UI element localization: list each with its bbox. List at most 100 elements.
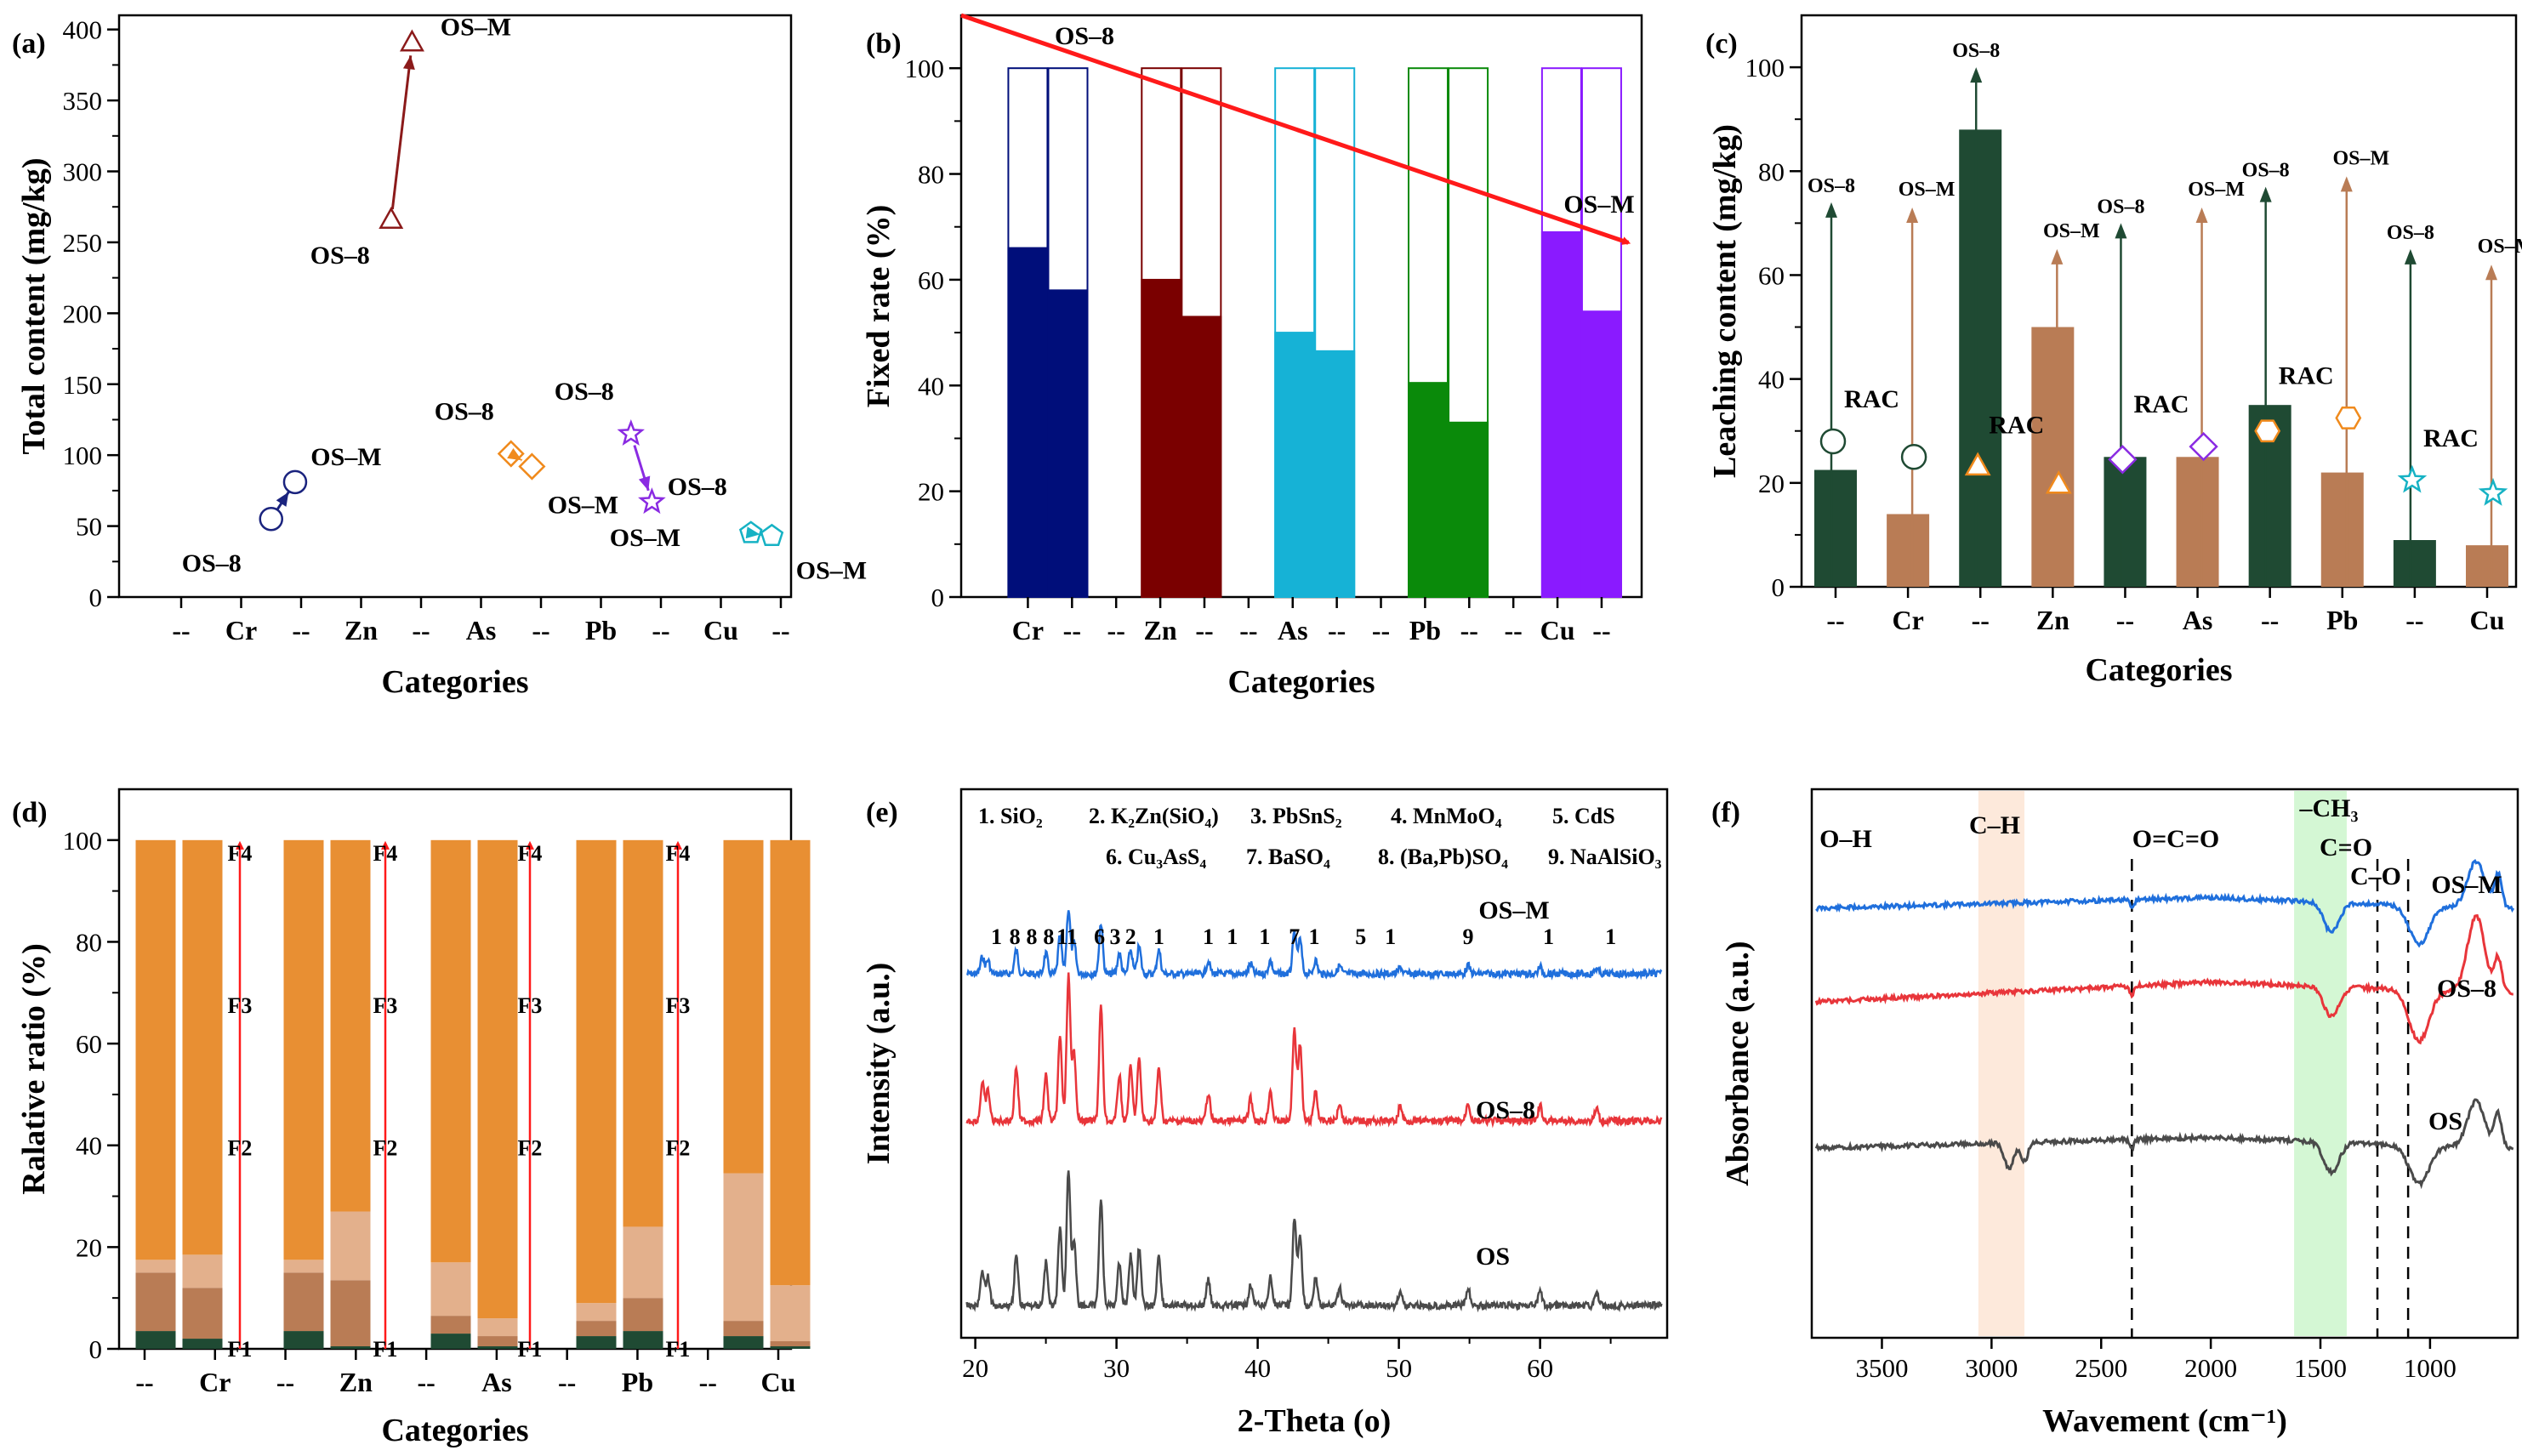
panel-c-xtick-label: Pb <box>2326 605 2358 635</box>
panel-e-legend-item: 8. (Ba,Pb)SO₄ <box>1378 845 1508 869</box>
panel-a-plot-frame <box>117 14 793 599</box>
panel-d-fraction-label: F2 <box>373 1136 398 1161</box>
panel-f-band-label: C–H <box>1969 811 2020 839</box>
panel-d-segment-f1 <box>477 1346 518 1349</box>
panel-e-legend-item: 1. SiO₂ <box>978 804 1043 828</box>
panel-f: 3500 3000 2500 2000 1500 1000 Wavement (cm⁻¹) A… <box>1711 788 2519 1439</box>
panel-d-segment-f4 <box>182 839 223 1255</box>
panel-b-xtick-label: -- <box>1372 615 1390 646</box>
panel-d-segment-f3 <box>430 1262 471 1317</box>
panel-b-xtick-label: As <box>1278 615 1308 646</box>
panel-a-xtick-label: As <box>466 615 497 646</box>
panel-e-xtick-label: 30 <box>1103 1353 1130 1383</box>
panel-c-bar-osm <box>1887 514 1930 587</box>
panel-d-fraction-label: F3 <box>373 993 398 1018</box>
panel-a-connector-zn <box>390 55 413 210</box>
panel-e-peak-label: 8 <box>1043 924 1054 949</box>
panel-f-series-os <box>1814 1098 2514 1190</box>
panel-d-segment-f4 <box>135 839 176 1260</box>
panel-e-series-osm <box>965 910 1663 981</box>
panel-c-arrowhead-osm-cr <box>1906 208 1919 224</box>
panel-b-xlabel: Categories <box>1227 664 1375 700</box>
panel-a-ytick-label: 0 <box>89 583 103 612</box>
panel-c-xtick-label: -- <box>2261 605 2279 635</box>
panel-a-xlabel: Categories <box>381 664 528 700</box>
panel-d-xtick-label: -- <box>417 1367 435 1397</box>
panel-e-peak-label: 7 <box>1289 924 1300 949</box>
panel-d-fraction-label: F2 <box>228 1136 253 1161</box>
panel-b-xtick-label: Cr <box>1012 615 1044 646</box>
panel-c-bar-osm <box>2031 327 2075 587</box>
panel-e-plot-frame <box>959 788 1669 1339</box>
panel-c-xtick-label: -- <box>2405 605 2423 635</box>
panel-e-peak-label: 1 <box>1203 924 1214 949</box>
panel-b-ytick-label: 60 <box>918 265 944 295</box>
panel-b-ylabel: Fixed rate (%) <box>861 205 897 407</box>
panel-d-ylabel: Ralative ratio (%) <box>16 943 52 1194</box>
panel-d-segment-f4 <box>283 839 324 1260</box>
panel-c-bar-osm <box>2466 545 2508 587</box>
panel-b: 0 20 40 60 80 100 Cr -- -- Zn -- -- As -- -- Pb -- -- Cu --… <box>861 13 1643 700</box>
panel-a-label-osm: OS–M <box>310 443 381 471</box>
panel-f-label-osm: OS–M <box>2431 871 2502 899</box>
panel-c-label-osm: OS–M <box>2332 147 2389 169</box>
panel-c-label-rac: RAC <box>1989 411 2044 439</box>
panel-f-panel-label: (f) <box>1711 797 1740 828</box>
panel-d-segment-f3 <box>477 1318 518 1337</box>
panel-a-ytick-label: 400 <box>63 15 103 45</box>
panel-d-fraction-label: F2 <box>666 1136 691 1161</box>
panel-c-rac-os8-zn <box>1964 452 1991 476</box>
panel-d-xtick-label: -- <box>276 1367 294 1397</box>
panel-c-bar-os8 <box>2104 457 2147 587</box>
panel-e-peak-label: 1 <box>1227 924 1238 949</box>
panel-c-arrowhead-os8-pb <box>2259 186 2272 202</box>
panel-c-rac-os8-as <box>2108 445 2138 475</box>
panel-c-label-osm: OS–M <box>2478 236 2522 258</box>
panel-e-peak-label: 9 <box>1462 924 1473 949</box>
panel-a-ytick-label: 200 <box>63 299 103 328</box>
panel-e-label-os8: OS–8 <box>1476 1096 1535 1124</box>
panel-c-bar-os8 <box>1959 129 2002 587</box>
panel-c-xtick-label: Zn <box>2036 605 2069 635</box>
panel-d-xtick-label: Cu <box>761 1367 796 1397</box>
panel-a-arrowhead-pb <box>638 475 651 491</box>
panel-a-point-as-osm <box>518 452 546 481</box>
panel-c-rac-osm-zn <box>2045 469 2072 494</box>
panel-b-xtick-label: -- <box>1505 615 1523 646</box>
panel-c-rac-os8-cu <box>2397 464 2428 493</box>
panel-f-series-os8 <box>1814 913 2513 1045</box>
panel-d-segment-f4 <box>330 839 371 1212</box>
panel-c-rac-osm-cu <box>2478 477 2508 506</box>
panel-c-panel-label: (c) <box>1705 28 1738 60</box>
panel-b-bar-as <box>1314 350 1356 598</box>
panel-f-band-label: O=C=O <box>2132 825 2220 853</box>
panel-d-fraction-label: F4 <box>228 841 253 866</box>
panel-d-segment-f2 <box>770 1341 811 1347</box>
panel-a-xtick-label: -- <box>771 615 789 646</box>
panel-d-segment-f2 <box>477 1336 518 1347</box>
panel-a-ylabel: Total content (mg/kg) <box>16 157 52 454</box>
panel-b-xtick-label: -- <box>1107 615 1125 646</box>
panel-a-point-cr-os8 <box>259 506 283 532</box>
panel-d-segment-f1 <box>283 1331 324 1349</box>
panel-c-arrowhead-osm-cu <box>2485 264 2497 281</box>
panel-d-segment-f1 <box>330 1346 371 1349</box>
panel-d-segment-f2 <box>283 1272 324 1332</box>
panel-c-plot-frame <box>1800 14 2518 589</box>
panel-e-panel-label: (e) <box>866 797 898 828</box>
panel-f-ylabel: Absorbance (a.u.) <box>1720 941 1756 1186</box>
panel-e-xtick-label: 60 <box>1527 1353 1553 1383</box>
panel-a-ytick-label: 250 <box>63 228 103 258</box>
panel-d-fraction-label: F3 <box>666 993 691 1018</box>
panel-d-segment-f3 <box>623 1226 663 1299</box>
panel-e-legend-item: 7. BaSO₄ <box>1246 845 1330 869</box>
panel-d-segment-f4 <box>623 839 663 1227</box>
panel-d-segment-f1 <box>623 1331 663 1349</box>
panel-e-peak-label: 3 <box>1109 924 1120 949</box>
panel-d-xtick-label: Zn <box>339 1367 373 1397</box>
panel-c-arrowhead-os8-cu <box>2404 248 2417 264</box>
panel-b-bar-pb <box>1408 382 1449 598</box>
panel-b-ytick-label: 0 <box>931 583 945 612</box>
panel-d-fraction-label: F1 <box>518 1337 543 1362</box>
